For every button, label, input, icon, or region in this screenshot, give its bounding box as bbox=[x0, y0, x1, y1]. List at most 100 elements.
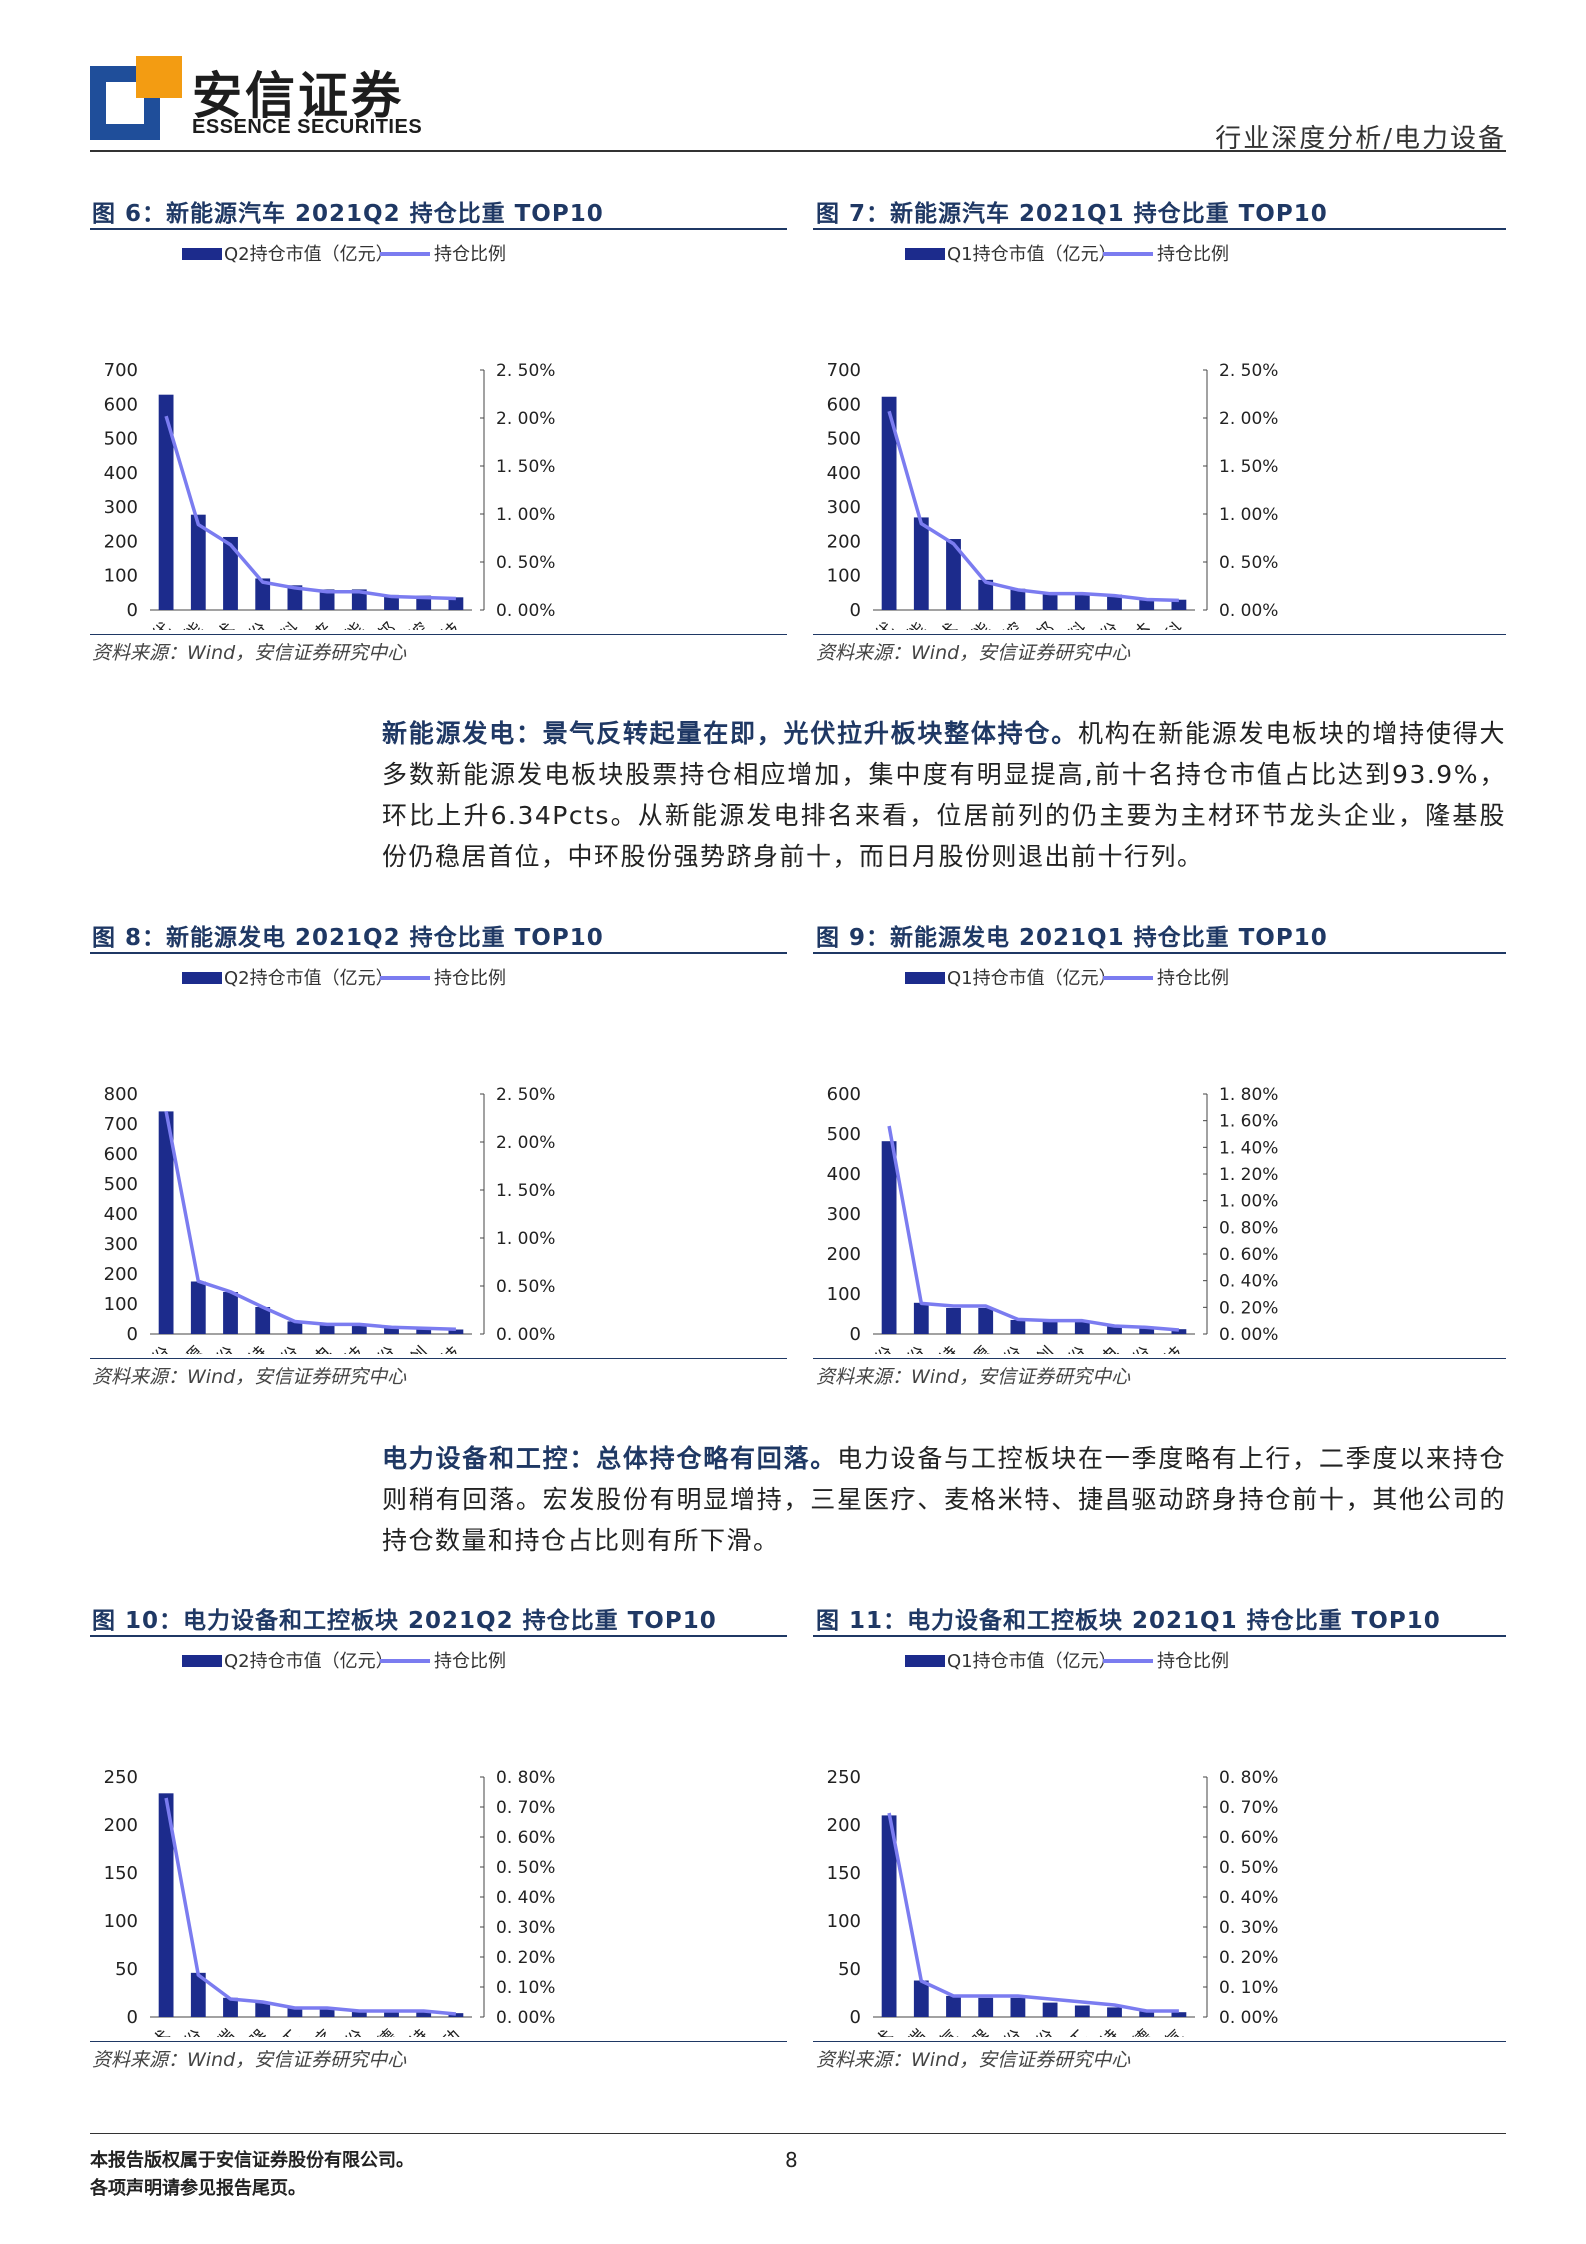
bar bbox=[1139, 1328, 1155, 1334]
figure-title: 图 11：电力设备和工控板块 2021Q1 持仓比重 TOP10 bbox=[816, 1608, 1441, 1634]
y-left-tick-label: 500 bbox=[827, 429, 861, 450]
y-left-tick-label: 300 bbox=[104, 497, 138, 518]
y-right-tick-label: 1. 80% bbox=[1219, 1085, 1278, 1105]
paragraph-text: 电力设备与工控板块在一季度略有上行，二季度以来持仓则稍有回落。宏发股份有明显增持… bbox=[382, 1444, 1506, 1555]
figure-title: 图 10：电力设备和工控板块 2021Q2 持仓比重 TOP10 bbox=[92, 1608, 717, 1634]
paragraph-text: 机构在新能源发电板块的增持使得大多数新能源发电板块股票持仓相应增加，集中度有明显… bbox=[382, 719, 1506, 871]
y-right-tick-label: 1. 00% bbox=[496, 505, 555, 525]
bar bbox=[319, 2009, 335, 2017]
chart-legend: Q2持仓市值（亿元） 持仓比例 bbox=[182, 968, 506, 989]
source-note: 资料来源：Wind，安信证券研究中心 bbox=[92, 2049, 407, 2071]
y-left-tick-label: 600 bbox=[104, 1144, 138, 1165]
y-left-tick-label: 500 bbox=[104, 1174, 138, 1195]
bar bbox=[1139, 2011, 1155, 2017]
bar bbox=[287, 2008, 303, 2017]
y-left-tick-label: 0 bbox=[127, 2007, 138, 2028]
y-right-tick-label: 1. 20% bbox=[1219, 1165, 1278, 1185]
y-right-tick-label: 0. 50% bbox=[496, 1858, 555, 1878]
bar bbox=[448, 2013, 464, 2017]
y-right-tick-label: 0. 10% bbox=[1219, 1978, 1278, 1998]
bar bbox=[881, 1141, 897, 1334]
line-series bbox=[887, 410, 1179, 603]
figure-title-rule bbox=[90, 228, 787, 230]
x-tick-label: 隆基股份 bbox=[833, 1343, 899, 1354]
source-note: 资料来源：Wind，安信证券研究中心 bbox=[92, 642, 407, 664]
bar bbox=[223, 1292, 238, 1334]
y-left-tick-label: 0 bbox=[127, 1324, 138, 1345]
bar bbox=[223, 536, 238, 610]
bar bbox=[1074, 1321, 1090, 1334]
bar bbox=[881, 1815, 897, 2017]
chart-legend: Q2持仓市值（亿元） 持仓比例 bbox=[182, 1651, 506, 1672]
bar bbox=[946, 539, 961, 610]
bar bbox=[190, 1972, 206, 2017]
y-right-tick-label: 0. 80% bbox=[496, 1768, 555, 1788]
y-left-tick-label: 400 bbox=[104, 463, 138, 484]
y-left-tick-label: 500 bbox=[104, 429, 138, 450]
bar bbox=[255, 2002, 271, 2017]
legend-label: 持仓比例 bbox=[1157, 1651, 1229, 1672]
y-right-tick-label: 0. 40% bbox=[1219, 1888, 1278, 1908]
bar bbox=[190, 1281, 206, 1334]
legend-label: Q2持仓市值（亿元） bbox=[224, 1651, 394, 1672]
bar bbox=[351, 589, 367, 610]
bar bbox=[190, 514, 206, 610]
y-left-tick-label: 100 bbox=[104, 1911, 138, 1932]
bar bbox=[946, 1308, 961, 1334]
bar bbox=[319, 589, 335, 610]
bar bbox=[158, 1793, 174, 2017]
y-left-tick-label: 250 bbox=[104, 1767, 138, 1788]
bar bbox=[1107, 1326, 1122, 1334]
body-paragraph: 电力设备和工控：总体持仓略有回落。电力设备与工控板块在一季度略有上行，二季度以来… bbox=[382, 1438, 1506, 1561]
bar bbox=[1074, 592, 1090, 610]
chart-legend: Q2持仓市值（亿元） 持仓比例 bbox=[182, 244, 506, 265]
y-right-tick-label: 1. 40% bbox=[1219, 1138, 1278, 1158]
y-left-tick-label: 100 bbox=[827, 566, 861, 587]
y-right-tick-label: 0. 10% bbox=[496, 1978, 555, 1998]
y-right-tick-label: 0. 00% bbox=[1219, 601, 1278, 621]
x-tick-label: 隆基股份 bbox=[110, 1343, 176, 1354]
footer-copyright: 本报告版权属于安信证券股份有限公司。 bbox=[90, 2150, 414, 2171]
bar bbox=[978, 579, 994, 610]
figure-title: 图 9：新能源发电 2021Q1 持仓比重 TOP10 bbox=[816, 925, 1328, 951]
bar bbox=[978, 1308, 994, 1334]
chart-fig8: Q2持仓市值（亿元） 持仓比例 0 100 200 300 400 500 600 700 800 0… bbox=[104, 968, 556, 1354]
y-right-tick-label: 0. 50% bbox=[496, 1277, 555, 1297]
bar bbox=[158, 1111, 174, 1334]
company-logo bbox=[90, 56, 182, 140]
y-right-tick-label: 0. 60% bbox=[496, 1828, 555, 1848]
y-left-tick-label: 700 bbox=[827, 360, 861, 381]
bar bbox=[1171, 599, 1187, 610]
body-paragraph: 新能源发电：景气反转起量在即，光伏拉升板块整体持仓。机构在新能源发电板块的增持使… bbox=[382, 713, 1506, 877]
y-right-tick-label: 2. 50% bbox=[496, 361, 555, 381]
footer-divider bbox=[90, 2133, 1506, 2134]
y-right-tick-label: 0. 70% bbox=[1219, 1798, 1278, 1818]
legend-label: 持仓比例 bbox=[434, 1651, 506, 1672]
y-left-tick-label: 400 bbox=[827, 463, 861, 484]
y-left-tick-label: 200 bbox=[827, 531, 861, 552]
y-right-tick-label: 0. 20% bbox=[496, 1948, 555, 1968]
legend-swatch-bar bbox=[182, 972, 222, 984]
legend-label: Q1持仓市值（亿元） bbox=[947, 968, 1117, 989]
figure-title: 图 6：新能源汽车 2021Q2 持仓比重 TOP10 bbox=[92, 201, 604, 227]
chart-legend: Q1持仓市值（亿元） 持仓比例 bbox=[905, 244, 1229, 265]
source-rule bbox=[813, 1358, 1506, 1359]
source-rule bbox=[90, 634, 787, 635]
chart-fig6: Q2持仓市值（亿元） 持仓比例 0 100 200 300 400 500 600 700 0. 0… bbox=[104, 244, 556, 630]
y-left-tick-label: 800 bbox=[104, 1084, 138, 1105]
chart-fig7: Q1持仓市值（亿元） 持仓比例 0 100 200 300 400 500 600 700 0. 0… bbox=[827, 244, 1279, 630]
line-series bbox=[164, 1797, 457, 2016]
y-right-tick-label: 0. 20% bbox=[1219, 1298, 1278, 1318]
bar bbox=[255, 1307, 271, 1334]
legend-label: 持仓比例 bbox=[1157, 244, 1229, 265]
source-note: 资料来源：Wind，安信证券研究中心 bbox=[92, 1366, 407, 1388]
y-right-tick-label: 2. 50% bbox=[496, 1085, 555, 1105]
bar bbox=[1010, 588, 1026, 610]
bar bbox=[287, 1321, 303, 1334]
legend-label: Q1持仓市值（亿元） bbox=[947, 1651, 1117, 1672]
y-right-tick-label: 0. 40% bbox=[1219, 1272, 1278, 1292]
legend-label: Q1持仓市值（亿元） bbox=[947, 244, 1117, 265]
y-right-tick-label: 0. 70% bbox=[496, 1798, 555, 1818]
legend-label: 持仓比例 bbox=[434, 244, 506, 265]
x-tick-label: 宁德时代 bbox=[110, 619, 176, 630]
